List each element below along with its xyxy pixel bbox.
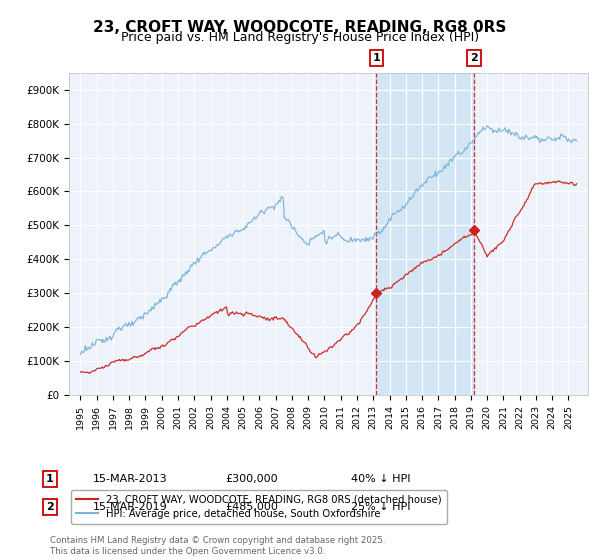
Legend: 23, CROFT WAY, WOODCOTE, READING, RG8 0RS (detached house), HPI: Average price, : 23, CROFT WAY, WOODCOTE, READING, RG8 0R… bbox=[71, 490, 447, 524]
Bar bbox=[376, 73, 474, 395]
Text: 25% ↓ HPI: 25% ↓ HPI bbox=[351, 502, 410, 512]
Text: 1: 1 bbox=[373, 53, 380, 63]
Text: £300,000: £300,000 bbox=[225, 474, 278, 484]
Text: 2: 2 bbox=[46, 502, 53, 512]
Text: Contains HM Land Registry data © Crown copyright and database right 2025.
This d: Contains HM Land Registry data © Crown c… bbox=[50, 536, 385, 556]
Text: 23, CROFT WAY, WOODCOTE, READING, RG8 0RS: 23, CROFT WAY, WOODCOTE, READING, RG8 0R… bbox=[94, 20, 506, 35]
Text: £485,000: £485,000 bbox=[225, 502, 278, 512]
Text: 1: 1 bbox=[46, 474, 53, 484]
Text: Price paid vs. HM Land Registry's House Price Index (HPI): Price paid vs. HM Land Registry's House … bbox=[121, 31, 479, 44]
Text: 2: 2 bbox=[470, 53, 478, 63]
Text: 15-MAR-2013: 15-MAR-2013 bbox=[93, 474, 167, 484]
Text: 15-MAR-2019: 15-MAR-2019 bbox=[93, 502, 168, 512]
Text: 40% ↓ HPI: 40% ↓ HPI bbox=[351, 474, 410, 484]
